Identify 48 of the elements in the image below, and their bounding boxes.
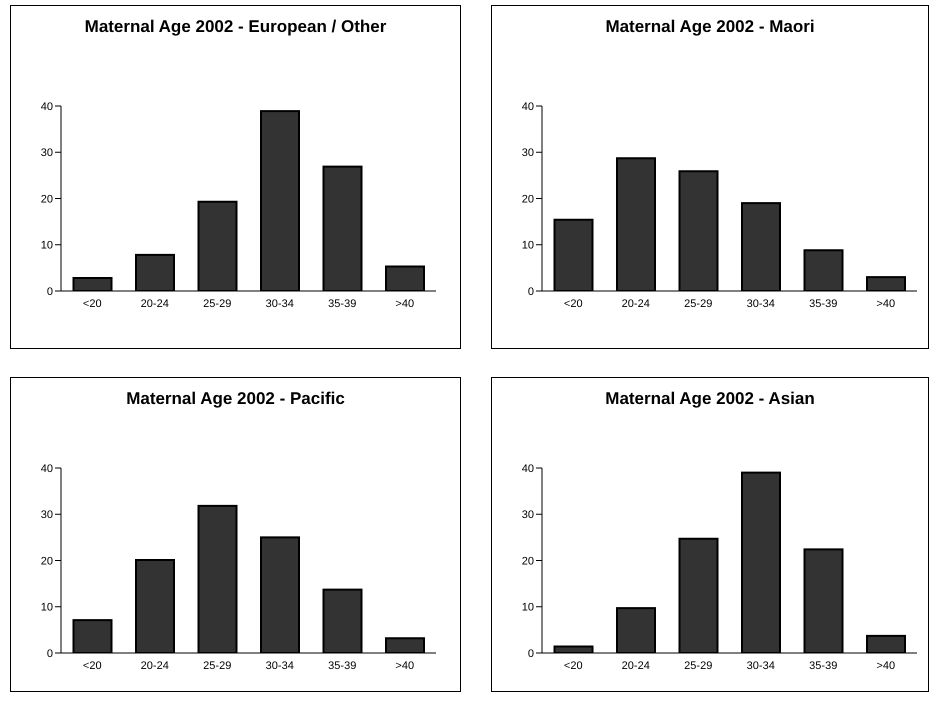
y-tick-label: 0	[46, 286, 53, 298]
x-tick-label: 20-24	[140, 660, 169, 672]
x-tick-label: 20-24	[622, 660, 650, 672]
x-tick-label: <20	[82, 298, 102, 310]
x-tick-label: >40	[395, 298, 414, 310]
x-tick-label: >40	[876, 298, 896, 310]
y-tick-label: 30	[522, 147, 534, 160]
x-tick-label: 35-39	[809, 660, 838, 672]
x-tick-label: 25-29	[203, 660, 232, 672]
y-tick-label: 30	[522, 509, 534, 522]
x-tick-label: 30-34	[266, 660, 294, 672]
x-tick-label: >40	[395, 660, 414, 672]
x-tick-label: <20	[564, 660, 583, 672]
y-tick-label: 10	[40, 602, 53, 614]
y-tick-label: 0	[528, 286, 534, 298]
chart-title: Maternal Age 2002 - Maori	[604, 16, 816, 38]
x-tick-label: 30-34	[746, 660, 775, 672]
x-tick-label: 25-29	[684, 660, 712, 672]
y-tick-label: 0	[528, 648, 534, 660]
y-tick-label: 40	[522, 462, 534, 475]
x-tick-label: 25-29	[684, 298, 712, 310]
x-tick-label: 35-39	[328, 298, 356, 310]
y-tick-label: 10	[522, 240, 534, 252]
chart-title: Maternal Age 2002 - European / Other	[84, 16, 388, 38]
y-tick-label: 30	[40, 147, 53, 160]
y-tick-label: 40	[522, 100, 534, 113]
x-tick-label: 30-34	[266, 298, 294, 310]
y-tick-label: 40	[40, 462, 53, 475]
y-tick-label: 30	[40, 509, 53, 522]
chart-title: Maternal Age 2002 - Asian	[604, 388, 816, 410]
y-tick-label: 20	[40, 193, 53, 206]
y-tick-label: 20	[522, 193, 534, 206]
y-tick-label: 10	[522, 602, 534, 614]
x-tick-label: <20	[564, 298, 583, 310]
y-tick-label: 20	[40, 555, 53, 568]
x-tick-label: 30-34	[746, 298, 775, 310]
y-tick-label: 20	[522, 555, 534, 568]
x-tick-label: 25-29	[203, 298, 232, 310]
x-tick-label: 35-39	[809, 298, 838, 310]
y-tick-label: 40	[40, 100, 53, 113]
x-tick-label: <20	[82, 660, 102, 672]
chart-title: Maternal Age 2002 - Pacific	[125, 388, 346, 410]
y-tick-label: 0	[46, 648, 53, 660]
x-tick-label: >40	[876, 660, 896, 672]
x-tick-label: 20-24	[140, 298, 169, 310]
x-tick-label: 35-39	[328, 660, 356, 672]
x-tick-label: 20-24	[622, 298, 650, 310]
y-tick-label: 10	[40, 240, 53, 252]
